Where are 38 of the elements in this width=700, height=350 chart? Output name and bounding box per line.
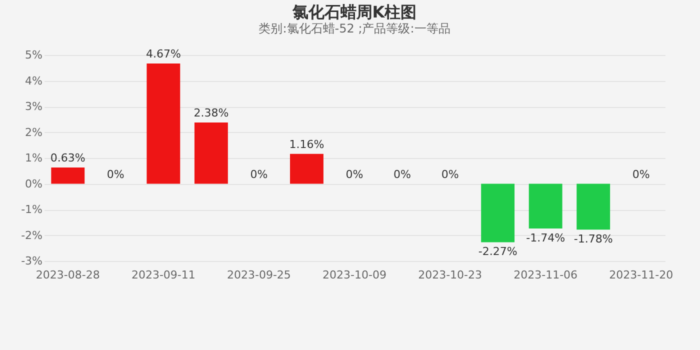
y-tick-label: -2% (21, 228, 42, 242)
y-tick-label: 2% (25, 126, 42, 139)
data-label: 0% (394, 168, 411, 181)
x-tick-label: 2023-09-11 (131, 268, 196, 282)
data-label: -1.78% (574, 232, 613, 246)
data-label: 1.16% (289, 138, 324, 151)
data-label: 0% (632, 168, 650, 181)
data-label: 0.63% (50, 152, 86, 165)
data-label: 4.67% (146, 48, 181, 60)
bar (290, 154, 324, 184)
data-label: 2.38% (194, 106, 229, 120)
x-tick-label: 2023-09-25 (226, 268, 291, 282)
data-label: 0% (106, 168, 124, 181)
bar (146, 64, 180, 184)
x-tick-label: 2023-10-09 (322, 268, 386, 282)
y-tick-label: 4% (25, 74, 42, 88)
y-tick-label: 3% (25, 100, 42, 113)
data-label: 0% (441, 168, 459, 181)
y-tick-label: -3% (21, 254, 42, 268)
bar (481, 184, 515, 242)
x-tick-label: 2023-08-28 (36, 268, 100, 282)
x-tick-label: 2023-11-20 (609, 268, 674, 282)
y-tick-label: 5% (25, 48, 42, 62)
bar (194, 122, 228, 184)
x-tick-label: 2023-11-06 (514, 268, 578, 282)
y-tick-label: 1% (25, 152, 42, 164)
y-tick-label: 0% (25, 177, 42, 190)
data-label: -1.74% (526, 232, 566, 245)
data-label: 0% (250, 168, 268, 181)
y-tick-label: -1% (21, 203, 42, 216)
data-label: 0% (346, 168, 364, 181)
chart-subtitle: 类别:氯化石蜡-52 ;产品等级:一等品 (258, 22, 450, 36)
chart-title: 氯化石蜡周K柱图 (291, 2, 417, 22)
x-tick-label: 2023-10-23 (418, 268, 482, 282)
bar (528, 184, 562, 229)
bar (576, 184, 610, 230)
bar (51, 168, 85, 184)
data-label: -2.27% (478, 245, 518, 258)
